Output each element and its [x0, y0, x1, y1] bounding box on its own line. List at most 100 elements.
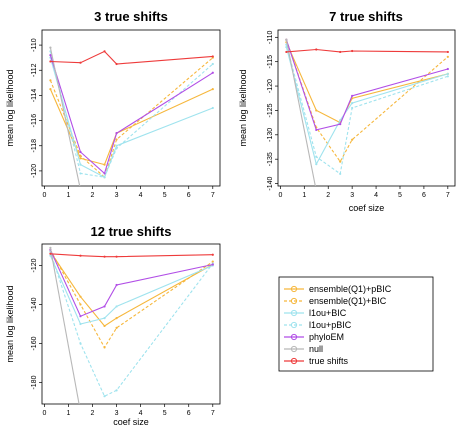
- data-point-l1ou_bic: [79, 163, 82, 166]
- data-point-null: [79, 411, 81, 413]
- data-point-ens_pbic: [315, 109, 318, 112]
- legend: ensemble(Q1)+pBIC ensemble(Q1)+BIC l1ou+BI…: [278, 276, 434, 372]
- x-tick-label: 7: [211, 192, 215, 199]
- x-tick-label: 5: [398, 192, 402, 199]
- data-point-l1ou_bic: [211, 106, 214, 110]
- data-point-true: [49, 60, 52, 63]
- series-line-true: [50, 50, 213, 65]
- data-point-ens_bic: [339, 160, 342, 163]
- series-line-ens_bic: [49, 249, 214, 349]
- x-tick-label: 2: [91, 410, 95, 417]
- data-point-ens_pbic: [103, 163, 106, 166]
- y-tick-label: -112: [31, 63, 38, 77]
- plot-frame: [277, 29, 456, 187]
- data-point-l1ou_pbic: [211, 62, 214, 66]
- data-point-phyloem: [115, 283, 118, 287]
- plot-title: 3 true shifts: [94, 9, 168, 24]
- data-point-l1ou_bic: [115, 305, 118, 308]
- y-tick-label: -120: [31, 258, 38, 272]
- data-point-l1ou_pbic: [351, 106, 354, 110]
- series-line-phyloem: [49, 55, 214, 175]
- series-line-l1ou_pbic: [49, 51, 214, 178]
- series-line-l1ou_bic: [49, 57, 214, 178]
- series-line-l1ou_pbic: [49, 251, 214, 397]
- data-point-l1ou_bic: [339, 119, 342, 122]
- x-tick-label: 4: [139, 192, 143, 199]
- data-point-phyloem: [79, 150, 82, 154]
- data-point-ens_pbic: [79, 295, 82, 298]
- y-tick-label: -120: [31, 164, 38, 178]
- y-tick-label: -114: [31, 89, 38, 103]
- data-point-l1ou_pbic: [339, 172, 342, 175]
- legend-marker-ens_bic: [290, 297, 298, 305]
- data-point-true: [211, 253, 214, 256]
- x-tick-label: 1: [67, 192, 71, 199]
- x-tick-label: 5: [163, 192, 167, 199]
- data-point-l1ou_pbic: [79, 172, 82, 175]
- legend-label-l1ou_pbic: l1ou+pBIC: [309, 320, 352, 330]
- data-point-l1ou_bic: [79, 322, 82, 326]
- data-point-true: [115, 62, 118, 66]
- x-tick-label: 1: [302, 192, 306, 199]
- data-point-l1ou_pbic: [315, 155, 318, 158]
- data-point-phyloem: [446, 67, 449, 71]
- data-point-ens_bic: [115, 138, 118, 141]
- y-tick-label: -135: [267, 152, 274, 166]
- data-point-ens_pbic: [103, 324, 106, 328]
- plot-panel-3: 12 true shifts mean log likelihood coef si…: [5, 224, 221, 427]
- legend-marker-phyloem: [290, 333, 298, 341]
- x-tick-label: 3: [115, 192, 119, 199]
- plot-title: 7 true shifts: [329, 9, 403, 24]
- data-point-l1ou_bic: [351, 102, 354, 105]
- x-tick-label: 4: [374, 192, 378, 199]
- series-line-true: [50, 253, 213, 258]
- data-point-phyloem: [339, 122, 342, 126]
- data-point-ens_pbic: [49, 88, 52, 91]
- legend-box: [278, 276, 434, 372]
- data-point-l1ou_pbic: [103, 176, 106, 179]
- y-tick-label: -140: [267, 176, 274, 190]
- data-point-ens_bic: [79, 154, 82, 157]
- data-point-phyloem: [79, 315, 82, 318]
- data-point-null: [285, 38, 288, 41]
- data-point-phyloem: [103, 172, 106, 175]
- legend-label-l1ou_bic: l1ou+BIC: [309, 308, 347, 318]
- series-layer: [285, 38, 449, 192]
- y-tick-label: -110: [31, 38, 38, 52]
- legend-label-ens_bic: ensemble(Q1)+BIC: [309, 296, 387, 306]
- data-point-ens_bic: [211, 260, 214, 263]
- x-tick-label: 2: [91, 192, 95, 199]
- series-line-phyloem: [49, 249, 213, 317]
- x-tick-label: 5: [163, 410, 167, 417]
- data-point-true: [285, 50, 288, 54]
- data-point-ens_pbic: [79, 157, 82, 160]
- series-line-null: [285, 39, 316, 186]
- y-tick-label: -110: [267, 30, 274, 44]
- data-point-phyloem: [115, 132, 118, 135]
- legend-marker-ens_pbic: [290, 285, 298, 293]
- data-point-l1ou_pbic: [79, 342, 82, 345]
- plot-frame: [41, 243, 221, 405]
- y-axis-label: mean log likelihood: [5, 285, 15, 362]
- x-tick-label: 6: [187, 192, 191, 199]
- data-point-true: [115, 255, 118, 258]
- y-tick-label: -180: [31, 375, 38, 389]
- legend-label-null: null: [309, 344, 323, 354]
- y-axis-label: mean log likelihood: [238, 69, 248, 146]
- plot-title: 12 true shifts: [91, 224, 172, 239]
- plot-panel-1: 3 true shifts mean log likelihood 0 1 2 3 4 5 6 7…: [5, 9, 221, 199]
- data-point-true: [103, 50, 106, 53]
- data-point-ens_bic: [446, 55, 449, 58]
- data-point-null: [315, 190, 317, 192]
- series-line-null: [49, 247, 80, 404]
- x-tick-label: 3: [115, 410, 119, 417]
- legend-marker-null: [290, 345, 298, 353]
- x-tick-label: 0: [278, 192, 282, 199]
- y-tick-label: -115: [267, 55, 274, 69]
- y-axis-label: mean log likelihood: [5, 69, 15, 146]
- data-point-phyloem: [211, 263, 214, 266]
- data-point-phyloem: [351, 94, 354, 97]
- x-tick-label: 2: [326, 192, 330, 199]
- plot-panel-2: 7 true shifts mean log likelihood coef siz…: [238, 9, 456, 213]
